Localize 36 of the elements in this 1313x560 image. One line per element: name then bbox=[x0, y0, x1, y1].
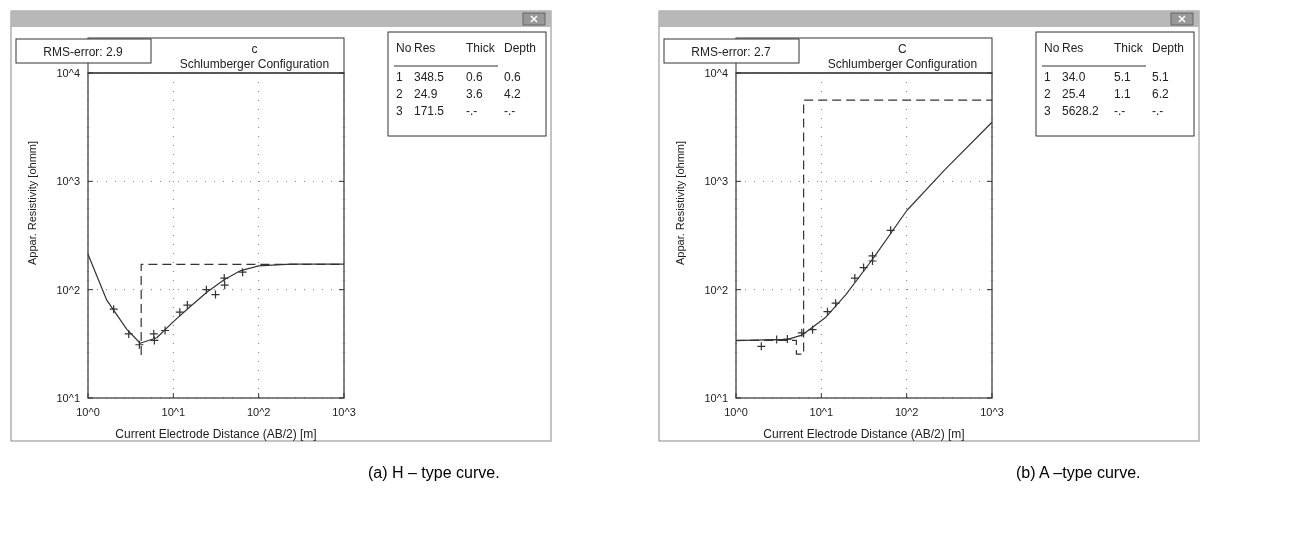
x-tick-label: 10^0 bbox=[76, 406, 100, 418]
x-axis-title: Current Electrode Distance (AB/2) [m] bbox=[115, 427, 317, 441]
text: 3 171.5 -.- -.- bbox=[396, 104, 516, 118]
text: (a) H – type curve. bbox=[368, 464, 500, 481]
text: 2 25.4 1.1 6.2 bbox=[1044, 87, 1169, 101]
x-tick-label: 10^0 bbox=[724, 406, 748, 418]
x-tick-label: 10^3 bbox=[332, 406, 356, 418]
y-tick-label: 10^3 bbox=[704, 175, 728, 188]
chart-subtitle: Schlumberger Configuration bbox=[179, 57, 330, 71]
x-axis-title: Current Electrode Distance (AB/2) [m] bbox=[763, 427, 965, 441]
text: 1 34.0 5.1 5.1 bbox=[1044, 70, 1169, 84]
y-tick-label: 10^3 bbox=[56, 175, 80, 188]
y-tick-label: 10^2 bbox=[56, 283, 80, 296]
x-tick-label: 10^1 bbox=[809, 406, 834, 418]
x-tick-label: 10^2 bbox=[246, 406, 271, 418]
text: No Res Thick Depth bbox=[396, 41, 537, 55]
chart-title: C bbox=[898, 42, 908, 56]
y-tick-label: 10^4 bbox=[704, 67, 728, 79]
y-axis-title: Appar. Resistivity [ohmm] bbox=[26, 140, 38, 266]
x-tick-label: 10^2 bbox=[894, 406, 919, 418]
y-tick-label: 10^1 bbox=[56, 392, 80, 404]
y-tick-label: 10^1 bbox=[704, 392, 728, 404]
text: 2 24.9 3.6 4.2 bbox=[396, 87, 521, 101]
chart-subtitle: Schlumberger Configuration bbox=[827, 57, 978, 71]
text: No Res Thick Depth bbox=[1044, 41, 1185, 55]
x-tick-label: 10^1 bbox=[161, 406, 186, 418]
text: 3 5628.2 -.- -.- bbox=[1044, 104, 1164, 118]
text: (b) A –type curve. bbox=[1016, 464, 1141, 481]
y-tick-label: 10^4 bbox=[56, 67, 80, 79]
text: RMS-error: 2.7 bbox=[691, 45, 771, 59]
y-axis-title: Appar. Resistivity [ohmm] bbox=[674, 140, 686, 266]
text: RMS-error: 2.9 bbox=[43, 45, 123, 59]
y-tick-label: 10^2 bbox=[704, 283, 728, 296]
text: 1 348.5 0.6 0.6 bbox=[396, 70, 521, 84]
x-tick-label: 10^3 bbox=[980, 406, 1004, 418]
chart-title: c bbox=[251, 42, 258, 56]
